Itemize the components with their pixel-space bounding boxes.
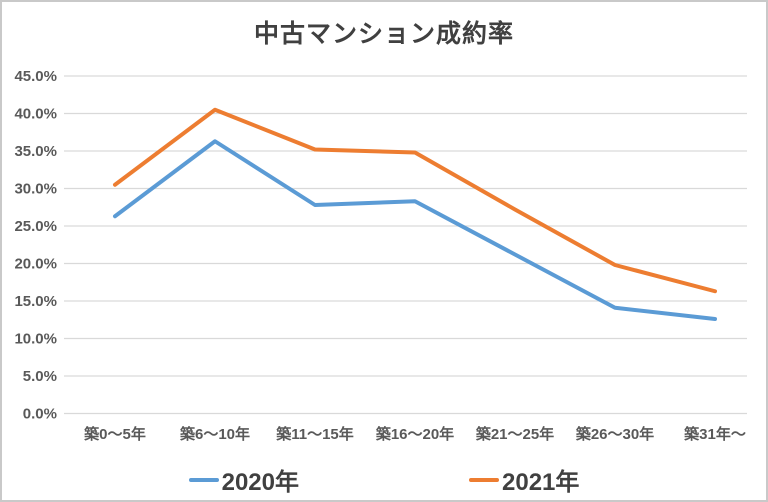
x-axis-category-label: 築26〜30年 — [575, 425, 654, 443]
x-axis-category-label: 築31年〜 — [683, 425, 746, 443]
legend-label: 2021年 — [502, 469, 580, 496]
x-axis-category-label: 築11〜15年 — [275, 425, 354, 443]
legend-item-2021年: 2021年 — [469, 462, 579, 497]
chart-legend: 2020年 2021年 — [2, 462, 766, 497]
y-axis-tick-label: 45.0% — [14, 68, 57, 85]
x-axis-category-label: 築16〜20年 — [375, 425, 454, 443]
x-axis-category-label: 築21〜25年 — [475, 425, 554, 443]
y-axis-tick-label: 10.0% — [14, 331, 57, 348]
y-axis-tick-label: 40.0% — [14, 106, 57, 123]
y-axis-tick-label: 0.0% — [23, 406, 57, 423]
legend-item-2020年: 2020年 — [188, 462, 299, 497]
x-axis-category-label: 築6〜10年 — [179, 425, 250, 443]
y-axis-tick-label: 35.0% — [14, 143, 57, 160]
legend-line-marker — [188, 477, 219, 482]
y-axis-tick-label: 20.0% — [14, 256, 57, 273]
series-line-2020年 — [113, 139, 717, 321]
legend-label: 2020年 — [221, 469, 299, 496]
y-axis-tick-label: 5.0% — [23, 368, 57, 385]
chart-title: 中古マンション成約率 — [253, 20, 514, 48]
y-axis-tick-label: 15.0% — [14, 293, 57, 310]
series-line-2021年 — [113, 107, 717, 294]
y-axis-tick-label: 25.0% — [14, 218, 57, 235]
y-axis-tick-label: 30.0% — [14, 181, 57, 198]
x-axis-category-label: 築0〜5年 — [83, 425, 146, 443]
legend-line-marker — [469, 477, 499, 482]
